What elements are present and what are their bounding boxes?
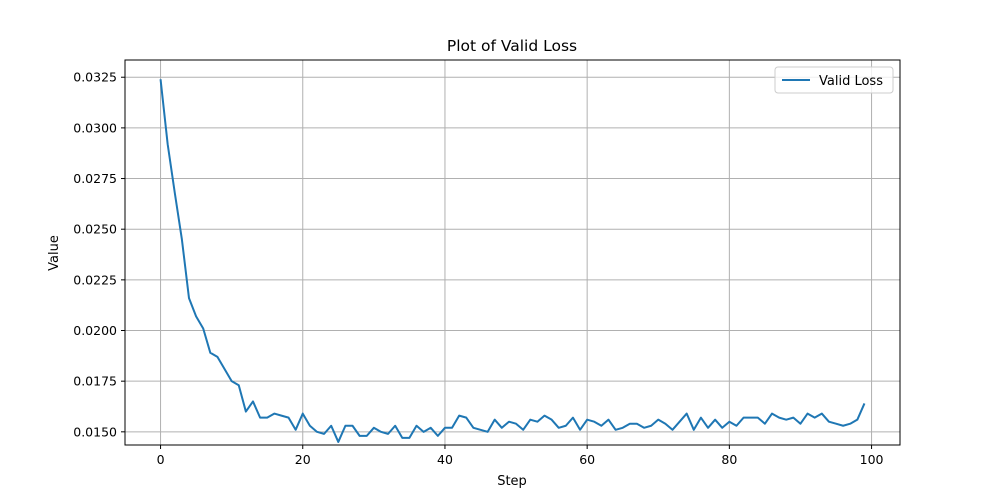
x-tick-label: 80 (721, 452, 737, 467)
y-axis: 0.0150 0.0175 0.0200 0.0225 0.0250 0.0275 0.03… (73, 70, 125, 439)
x-tick-label: 100 (860, 452, 884, 467)
y-tick-label: 0.0225 (73, 272, 117, 287)
y-tick-label: 0.0150 (73, 424, 117, 439)
y-axis-label: Value (47, 235, 62, 271)
x-tick-label: 0 (157, 452, 165, 467)
chart-title: Plot of Valid Loss (447, 37, 577, 55)
x-tick-label: 60 (579, 452, 595, 467)
x-tick-label: 20 (295, 452, 311, 467)
y-tick-label: 0.0325 (73, 70, 117, 85)
y-tick-label: 0.0275 (73, 171, 117, 186)
legend-label: Valid Loss (819, 74, 883, 89)
legend-box (774, 66, 894, 94)
x-axis-label: Step (497, 474, 527, 489)
y-tick-label: 0.0300 (73, 120, 117, 135)
series-layer (159, 79, 866, 443)
legend: Valid Loss (774, 66, 894, 94)
grid (125, 60, 900, 445)
y-tick-label: 0.0200 (73, 323, 117, 338)
y-tick-label: 0.0250 (73, 222, 117, 237)
x-axis: 0 20 40 60 80 100 (157, 445, 884, 467)
plot-area-frame (124, 59, 901, 446)
series-line-valid-loss (159, 79, 866, 443)
y-tick-label: 0.0175 (73, 374, 117, 389)
x-tick-label: 40 (437, 452, 453, 467)
